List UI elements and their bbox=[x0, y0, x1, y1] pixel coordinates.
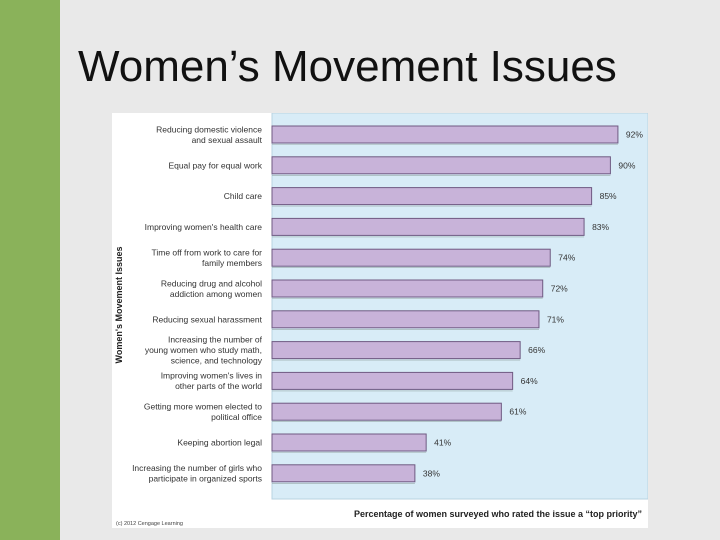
bar bbox=[271, 464, 416, 483]
bar-value-label: 66% bbox=[528, 345, 545, 355]
x-axis-label: Percentage of women surveyed who rated t… bbox=[354, 509, 642, 519]
bar-value-label: 90% bbox=[618, 160, 635, 170]
chart-panel: Women's Movement Issues Percentage of wo… bbox=[112, 112, 649, 528]
category-label: other parts of the world bbox=[175, 381, 262, 391]
bar bbox=[271, 310, 540, 329]
category-label: addiction among women bbox=[170, 289, 262, 299]
credit-text: (c) 2012 Cengage Learning bbox=[116, 521, 183, 527]
bar bbox=[271, 402, 502, 421]
category-label: Child care bbox=[224, 191, 263, 201]
category-label: Increasing the number of girls who bbox=[132, 463, 262, 473]
category-label: Increasing the number of bbox=[168, 335, 263, 345]
bar bbox=[271, 156, 611, 175]
category-label: Time off from work to care for bbox=[151, 247, 262, 257]
category-label: Reducing drug and alcohol bbox=[161, 278, 262, 288]
category-label: science, and technology bbox=[171, 356, 263, 366]
category-label: and sexual assault bbox=[192, 135, 263, 145]
accent-bar bbox=[0, 0, 60, 540]
bar-value-label: 41% bbox=[434, 438, 451, 448]
bar bbox=[271, 279, 544, 298]
category-label: Equal pay for equal work bbox=[168, 160, 262, 170]
bar bbox=[271, 248, 551, 267]
bar-value-label: 64% bbox=[521, 376, 538, 386]
category-label: Improving women's lives in bbox=[161, 371, 263, 381]
bar bbox=[271, 187, 593, 206]
bar-value-label: 85% bbox=[600, 191, 617, 201]
category-label: political office bbox=[211, 412, 262, 422]
bar bbox=[271, 341, 521, 360]
category-label: Reducing sexual harassment bbox=[152, 314, 262, 324]
category-label: young women who study math, bbox=[145, 345, 262, 355]
category-label: Reducing domestic violence bbox=[156, 124, 262, 134]
category-label: participate in organized sports bbox=[149, 474, 262, 484]
bar bbox=[271, 371, 514, 390]
bar bbox=[271, 217, 585, 236]
category-label: Improving women's health care bbox=[145, 222, 263, 232]
bar-value-label: 74% bbox=[558, 253, 575, 263]
bar bbox=[271, 125, 619, 144]
bar bbox=[271, 433, 427, 452]
category-label: family members bbox=[202, 258, 262, 268]
y-axis-label: Women's Movement Issues bbox=[114, 246, 124, 363]
bar-value-label: 61% bbox=[509, 407, 526, 417]
bar-value-label: 71% bbox=[547, 314, 564, 324]
bar-value-label: 72% bbox=[551, 284, 568, 294]
slide-title: Women’s Movement Issues bbox=[78, 42, 617, 91]
bar-chart: Women's Movement Issues Percentage of wo… bbox=[114, 112, 649, 527]
bar-value-label: 38% bbox=[423, 468, 440, 478]
category-label: Getting more women elected to bbox=[144, 401, 262, 411]
category-label: Keeping abortion legal bbox=[177, 438, 262, 448]
bar-value-label: 83% bbox=[592, 222, 609, 232]
bar-value-label: 92% bbox=[626, 130, 643, 140]
